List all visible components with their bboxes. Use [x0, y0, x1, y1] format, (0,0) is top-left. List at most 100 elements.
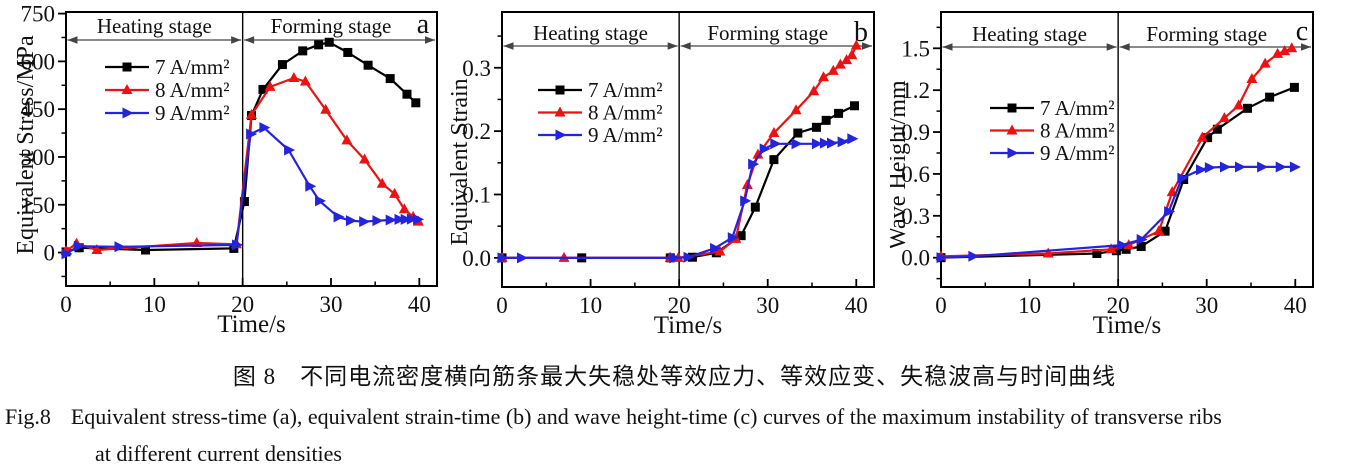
data-point-marker — [359, 216, 371, 228]
data-point-marker — [1196, 131, 1208, 142]
data-point-marker — [1203, 133, 1213, 143]
axes-group: 0.0 0.1 0.2 0.3 0 10 20 30 40 — [462, 11, 875, 318]
panel-letter: b — [854, 17, 868, 48]
data-point-marker — [1153, 225, 1165, 236]
data-point-marker — [1136, 234, 1148, 246]
data-point-marker — [239, 197, 249, 207]
chart-b-equivalent-strain: 0.0 0.1 0.2 0.3 0 10 20 30 40 Heating stage Formin… — [440, 0, 890, 340]
data-point-marker — [359, 153, 371, 164]
data-point-marker — [1234, 161, 1246, 173]
data-point-marker — [846, 49, 858, 60]
data-point-marker — [398, 203, 410, 214]
data-point-marker — [1160, 226, 1170, 236]
data-point-marker — [811, 122, 821, 132]
y-tick-label: 300 — [21, 145, 56, 170]
data-point-marker — [411, 98, 421, 108]
x-tick-label: 30 — [756, 293, 779, 318]
legend-label: 7 A/mm² — [1040, 96, 1115, 120]
data-point-marker — [385, 74, 395, 84]
data-point-marker — [314, 40, 324, 50]
data-point-marker — [834, 108, 844, 118]
data-point-marker — [1265, 92, 1275, 102]
arrowhead-right-icon — [1106, 43, 1117, 51]
legend-marker-icon — [122, 62, 132, 72]
y-axis-title: Equivalent Stress/MPa — [13, 35, 39, 255]
data-point-marker — [1092, 248, 1102, 258]
data-point-marker — [1286, 42, 1298, 53]
data-point-marker — [740, 195, 752, 207]
x-tick-label: 30 — [320, 292, 343, 317]
y-axis-title: Wave Height/mm — [890, 80, 911, 250]
data-point-marker — [299, 75, 311, 86]
y-tick-label: 0.0 — [901, 246, 930, 271]
y-tick-label: 600 — [21, 49, 56, 74]
legend-label: 9 A/mm² — [588, 123, 663, 147]
data-point-marker — [750, 202, 760, 212]
data-point-marker — [837, 136, 849, 148]
data-point-marker — [497, 252, 509, 264]
x-tick-label: 20 — [231, 292, 254, 317]
series-7-A-mm- — [497, 101, 860, 263]
x-tick-label: 20 — [1107, 293, 1130, 318]
data-point-marker — [736, 231, 746, 241]
data-point-marker — [1219, 161, 1231, 173]
arrowhead-right-icon — [1301, 43, 1311, 51]
series-line — [64, 41, 417, 253]
legend-label: 8 A/mm² — [155, 78, 230, 102]
y-tick-label: 1.2 — [901, 78, 930, 103]
data-point-marker — [114, 241, 126, 253]
data-point-marker — [413, 213, 425, 225]
data-point-marker — [847, 133, 859, 145]
heating-stage-label: Heating stage — [533, 21, 648, 45]
caption-chinese: 图 8 不同电流密度横向筋条最大失稳处等效应力、等效应变、失稳波高与时间曲线 — [232, 364, 1117, 389]
y-axis-title: Equivalent Strain — [447, 78, 473, 245]
x-tick-label: 40 — [1284, 293, 1307, 318]
data-point-marker — [841, 54, 853, 65]
data-point-marker — [826, 137, 838, 149]
legend-marker-icon — [555, 85, 565, 95]
legend-marker-icon — [1007, 103, 1017, 113]
legend-marker-icon — [554, 106, 566, 117]
data-point-marker — [1196, 164, 1208, 176]
legend-label: 8 A/mm² — [1040, 119, 1115, 143]
y-tick-label: 0.3 — [901, 204, 930, 229]
plot-border — [501, 11, 875, 288]
data-point-marker — [1257, 161, 1269, 173]
axes-group: 0.0 0.3 0.6 0.9 1.2 1.5 0 10 20 30 40 — [901, 11, 1314, 318]
data-point-marker — [258, 84, 268, 94]
data-point-marker — [752, 148, 764, 159]
x-tick-label: 30 — [1195, 293, 1218, 318]
arrowhead-right-icon — [231, 36, 242, 44]
data-point-marker — [710, 242, 722, 254]
series-line — [500, 137, 853, 259]
data-point-marker — [385, 214, 397, 226]
x-axis-title: Time/s — [654, 312, 723, 339]
data-point-marker — [936, 252, 948, 264]
chart-c-wave-height: 0.0 0.3 0.6 0.9 1.2 1.5 0 10 20 30 40 Heating stage… — [885, 0, 1349, 340]
data-point-marker — [669, 252, 681, 264]
arrowhead-left-icon — [503, 42, 514, 50]
y-tick-label: 0.0 — [462, 246, 491, 271]
data-point-marker — [305, 180, 317, 192]
data-point-marker — [1177, 172, 1189, 184]
arrowhead-left-icon — [67, 36, 78, 44]
data-point-marker — [1246, 73, 1258, 84]
data-point-marker — [288, 71, 300, 82]
legend-marker-icon — [1007, 147, 1019, 159]
data-point-marker — [389, 187, 401, 198]
data-point-marker — [1042, 247, 1054, 258]
forming-stage-label: Forming stage — [707, 21, 828, 45]
chart-b-svg: 0.0 0.1 0.2 0.3 0 10 20 30 40 Heating stage Formin… — [447, 11, 875, 339]
x-tick-label: 40 — [845, 293, 868, 318]
axes-group: 0 150 300 450 600 750 0 10 20 30 40 — [21, 2, 438, 317]
data-point-marker — [791, 138, 803, 150]
arrowhead-right-icon — [667, 42, 678, 50]
x-axis-title: Time/s — [1093, 312, 1162, 339]
x-axis-title: Time/s — [217, 311, 286, 338]
y-tick-label: 0.2 — [462, 119, 491, 144]
arrowhead-right-icon — [425, 36, 435, 44]
legend-label: 7 A/mm² — [155, 55, 230, 79]
